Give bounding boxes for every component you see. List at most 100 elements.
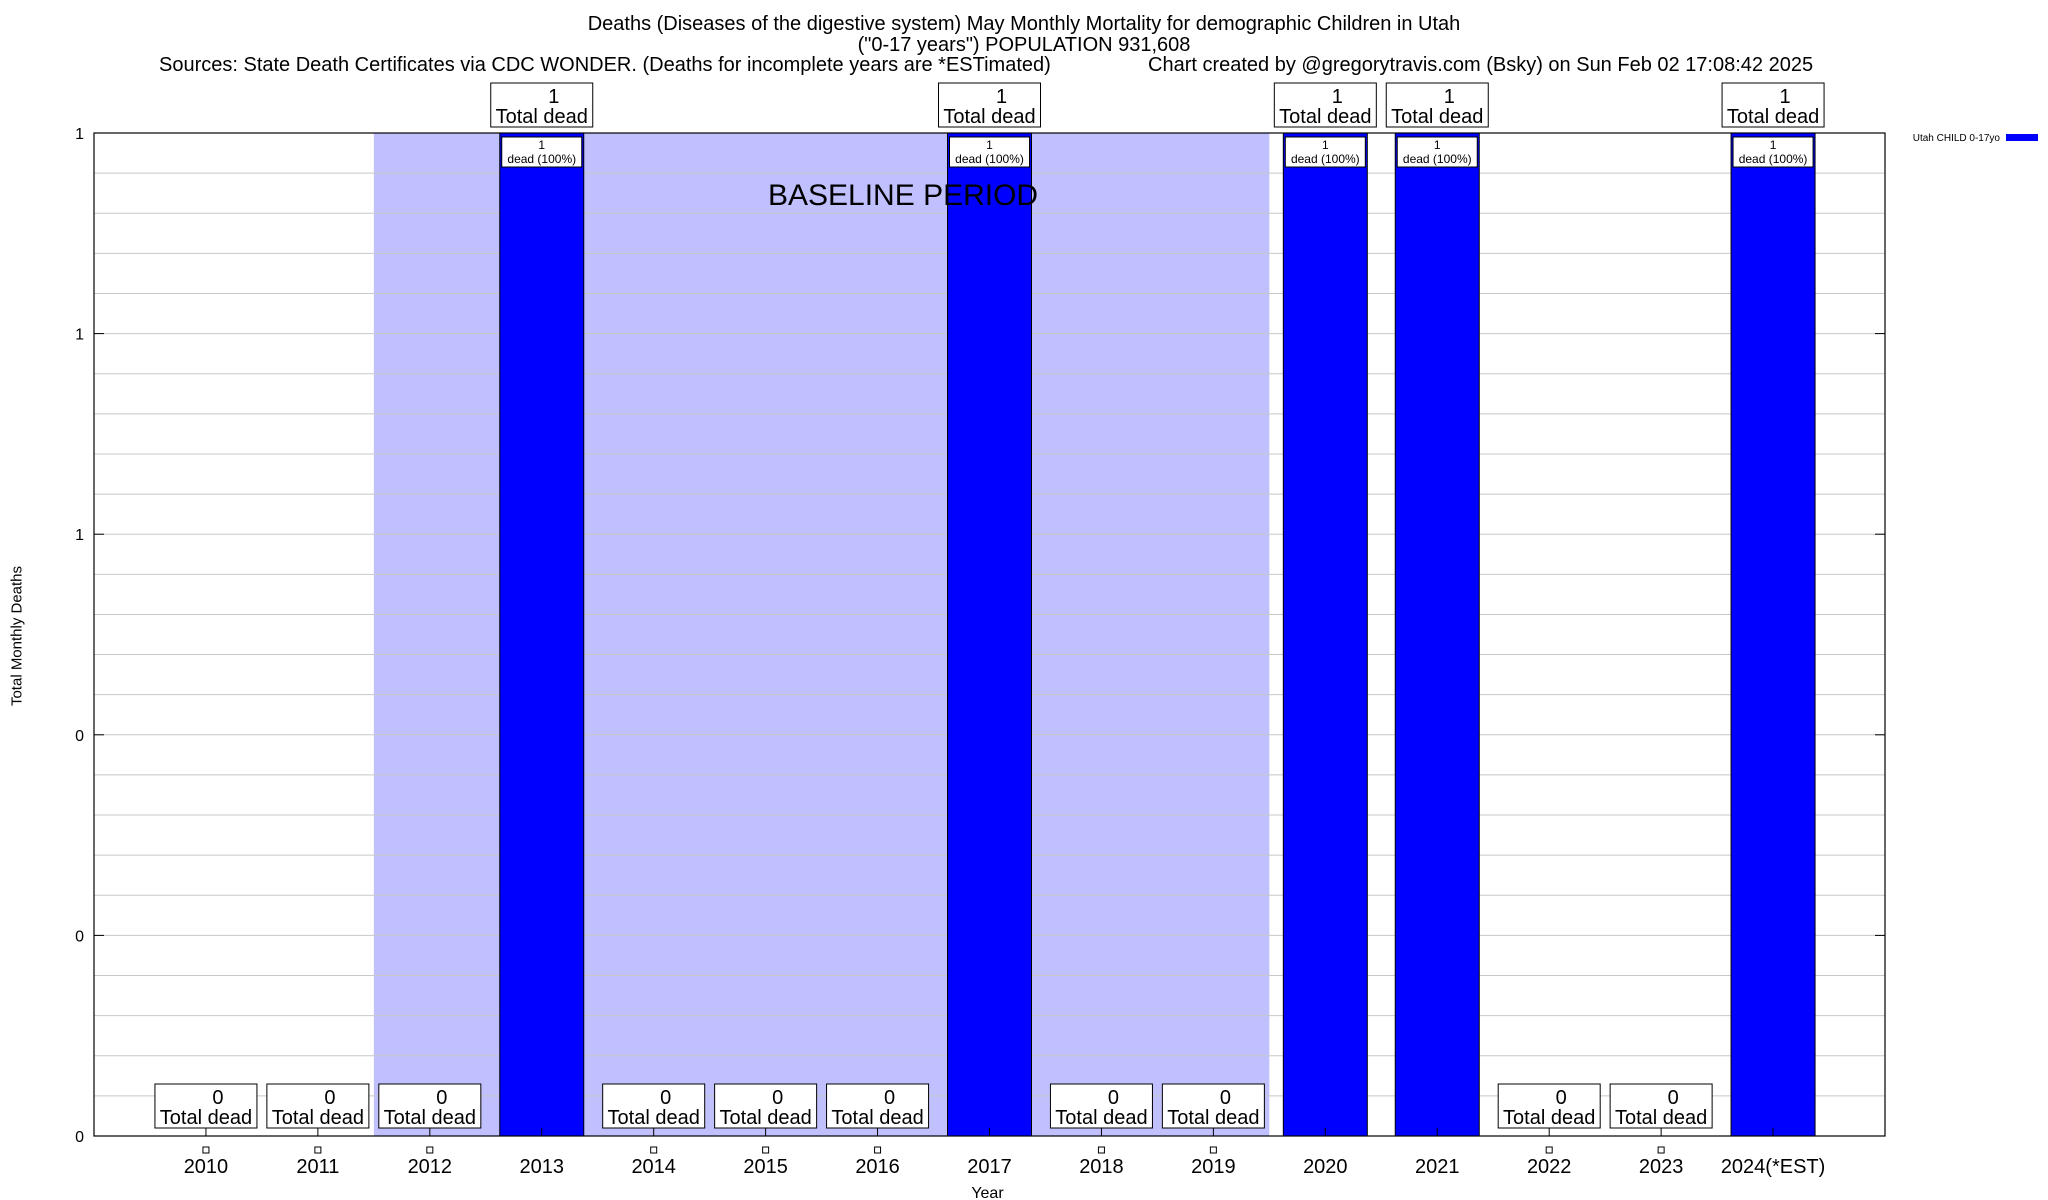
bar-percent-label: dead (100%) xyxy=(955,152,1024,166)
bar-percent-label: dead (100%) xyxy=(1291,152,1360,166)
bar-value-label: 1 xyxy=(538,138,545,152)
total-text-label: Total dead xyxy=(384,1107,476,1129)
total-label-box xyxy=(938,82,1041,128)
total-label-box xyxy=(714,1083,818,1129)
bar xyxy=(499,132,585,1137)
total-text-label: Total dead xyxy=(1503,1107,1595,1129)
total-text-label: Total dead xyxy=(1055,1107,1147,1129)
zero-point-marker xyxy=(1545,1146,1553,1154)
chart-title: Deaths (Diseases of the digestive system… xyxy=(587,13,1461,35)
total-text-label: Total dead xyxy=(719,1107,811,1129)
total-label-box xyxy=(1049,1083,1153,1129)
zero-point-marker xyxy=(650,1146,658,1154)
total-value-label: 1 xyxy=(1444,86,1455,108)
total-text-label: Total dead xyxy=(608,1107,700,1129)
y-tick-label: 1 xyxy=(75,126,84,143)
chart-subtitle: ("0-17 years") POPULATION 931,608 xyxy=(857,34,1191,56)
total-text-label: Total dead xyxy=(496,106,588,128)
total-value-label: 0 xyxy=(1108,1087,1119,1109)
total-label-box xyxy=(1609,1083,1713,1129)
zero-point-marker xyxy=(426,1146,434,1154)
total-value-label: 1 xyxy=(1332,86,1343,108)
bar-label-box xyxy=(1732,136,1814,168)
total-label-box xyxy=(154,1083,258,1129)
bar-label-box xyxy=(501,136,583,168)
y-tick-label: 0 xyxy=(75,928,84,945)
y-tick-label: 1 xyxy=(75,327,84,344)
bar-percent-label: dead (100%) xyxy=(1739,152,1808,166)
bar-label-box xyxy=(949,136,1030,168)
bar xyxy=(1730,132,1816,1137)
bar-label-box xyxy=(1396,136,1478,168)
x-tick-label: 2020 xyxy=(1303,1156,1348,1178)
x-tick-label: 2016 xyxy=(855,1156,900,1178)
total-text-label: Total dead xyxy=(1167,1107,1259,1129)
x-tick-label: 2012 xyxy=(408,1156,453,1178)
total-value-label: 0 xyxy=(1556,1087,1567,1109)
total-label-box xyxy=(266,1083,370,1129)
bar-value-label: 1 xyxy=(1322,138,1329,152)
y-tick-label: 0 xyxy=(75,1129,84,1146)
total-value-label: 0 xyxy=(884,1087,895,1109)
zero-point-marker xyxy=(1097,1146,1105,1154)
bar-value-label: 1 xyxy=(986,138,993,152)
x-tick-label: 2014 xyxy=(631,1156,676,1178)
total-label-box xyxy=(1385,82,1489,128)
x-tick-label: 2019 xyxy=(1191,1156,1236,1178)
total-text-label: Total dead xyxy=(1615,1107,1707,1129)
bar xyxy=(1282,132,1368,1137)
total-label-box xyxy=(1497,1083,1601,1129)
x-tick-label: 2015 xyxy=(743,1156,788,1178)
x-tick-label: 2018 xyxy=(1079,1156,1124,1178)
total-text-label: Total dead xyxy=(1727,106,1819,128)
total-text-label: Total dead xyxy=(1279,106,1371,128)
y-tick-label: 0 xyxy=(75,728,84,745)
total-value-label: 1 xyxy=(996,86,1007,108)
total-value-label: 0 xyxy=(1668,1087,1679,1109)
bar-percent-label: dead (100%) xyxy=(1403,152,1472,166)
zero-point-marker xyxy=(874,1146,882,1154)
total-text-label: Total dead xyxy=(1391,106,1483,128)
total-label-box xyxy=(1273,82,1377,128)
total-value-label: 0 xyxy=(436,1087,447,1109)
bar-value-label: 1 xyxy=(1770,138,1777,152)
x-tick-label: 2010 xyxy=(184,1156,229,1178)
total-text-label: Total dead xyxy=(943,106,1035,128)
total-label-box xyxy=(602,1083,706,1129)
total-value-label: 0 xyxy=(660,1087,671,1109)
total-label-box xyxy=(378,1083,482,1129)
y-tick-label: 1 xyxy=(75,527,84,544)
bar-value-label: 1 xyxy=(1434,138,1441,152)
x-tick-label: 2013 xyxy=(520,1156,565,1178)
zero-point-marker xyxy=(314,1146,322,1154)
baseline-period-label: BASELINE PERIOD xyxy=(768,179,1038,212)
bar xyxy=(947,132,1032,1137)
x-tick-label: 2011 xyxy=(296,1156,339,1178)
total-value-label: 0 xyxy=(1220,1087,1231,1109)
total-text-label: Total dead xyxy=(272,1107,364,1129)
bar-label-box xyxy=(1284,136,1366,168)
total-value-label: 1 xyxy=(1780,86,1791,108)
total-value-label: 1 xyxy=(548,86,559,108)
plot-border xyxy=(93,132,1886,1137)
total-value-label: 0 xyxy=(772,1087,783,1109)
total-label-box xyxy=(1721,82,1825,128)
legend-label: Utah CHILD 0-17yo xyxy=(1913,133,2001,144)
x-tick-label: 2022 xyxy=(1527,1156,1572,1178)
legend-swatch xyxy=(2006,134,2038,141)
total-label-box xyxy=(490,82,594,128)
total-value-label: 0 xyxy=(324,1087,335,1109)
zero-point-marker xyxy=(1209,1146,1217,1154)
zero-point-marker xyxy=(202,1146,210,1154)
total-text-label: Total dead xyxy=(160,1107,252,1129)
x-tick-label: 2021 xyxy=(1415,1156,1460,1178)
total-value-label: 0 xyxy=(212,1087,223,1109)
chart-credit: Chart created by @gregorytravis.com (Bsk… xyxy=(1148,54,1814,76)
x-tick-label: 2023 xyxy=(1639,1156,1684,1178)
sources-note: Sources: State Death Certificates via CD… xyxy=(159,54,1051,76)
zero-point-marker xyxy=(762,1146,770,1154)
x-tick-label: 2024(*EST) xyxy=(1721,1156,1826,1178)
bar-percent-label: dead (100%) xyxy=(507,152,576,166)
total-text-label: Total dead xyxy=(831,1107,923,1129)
